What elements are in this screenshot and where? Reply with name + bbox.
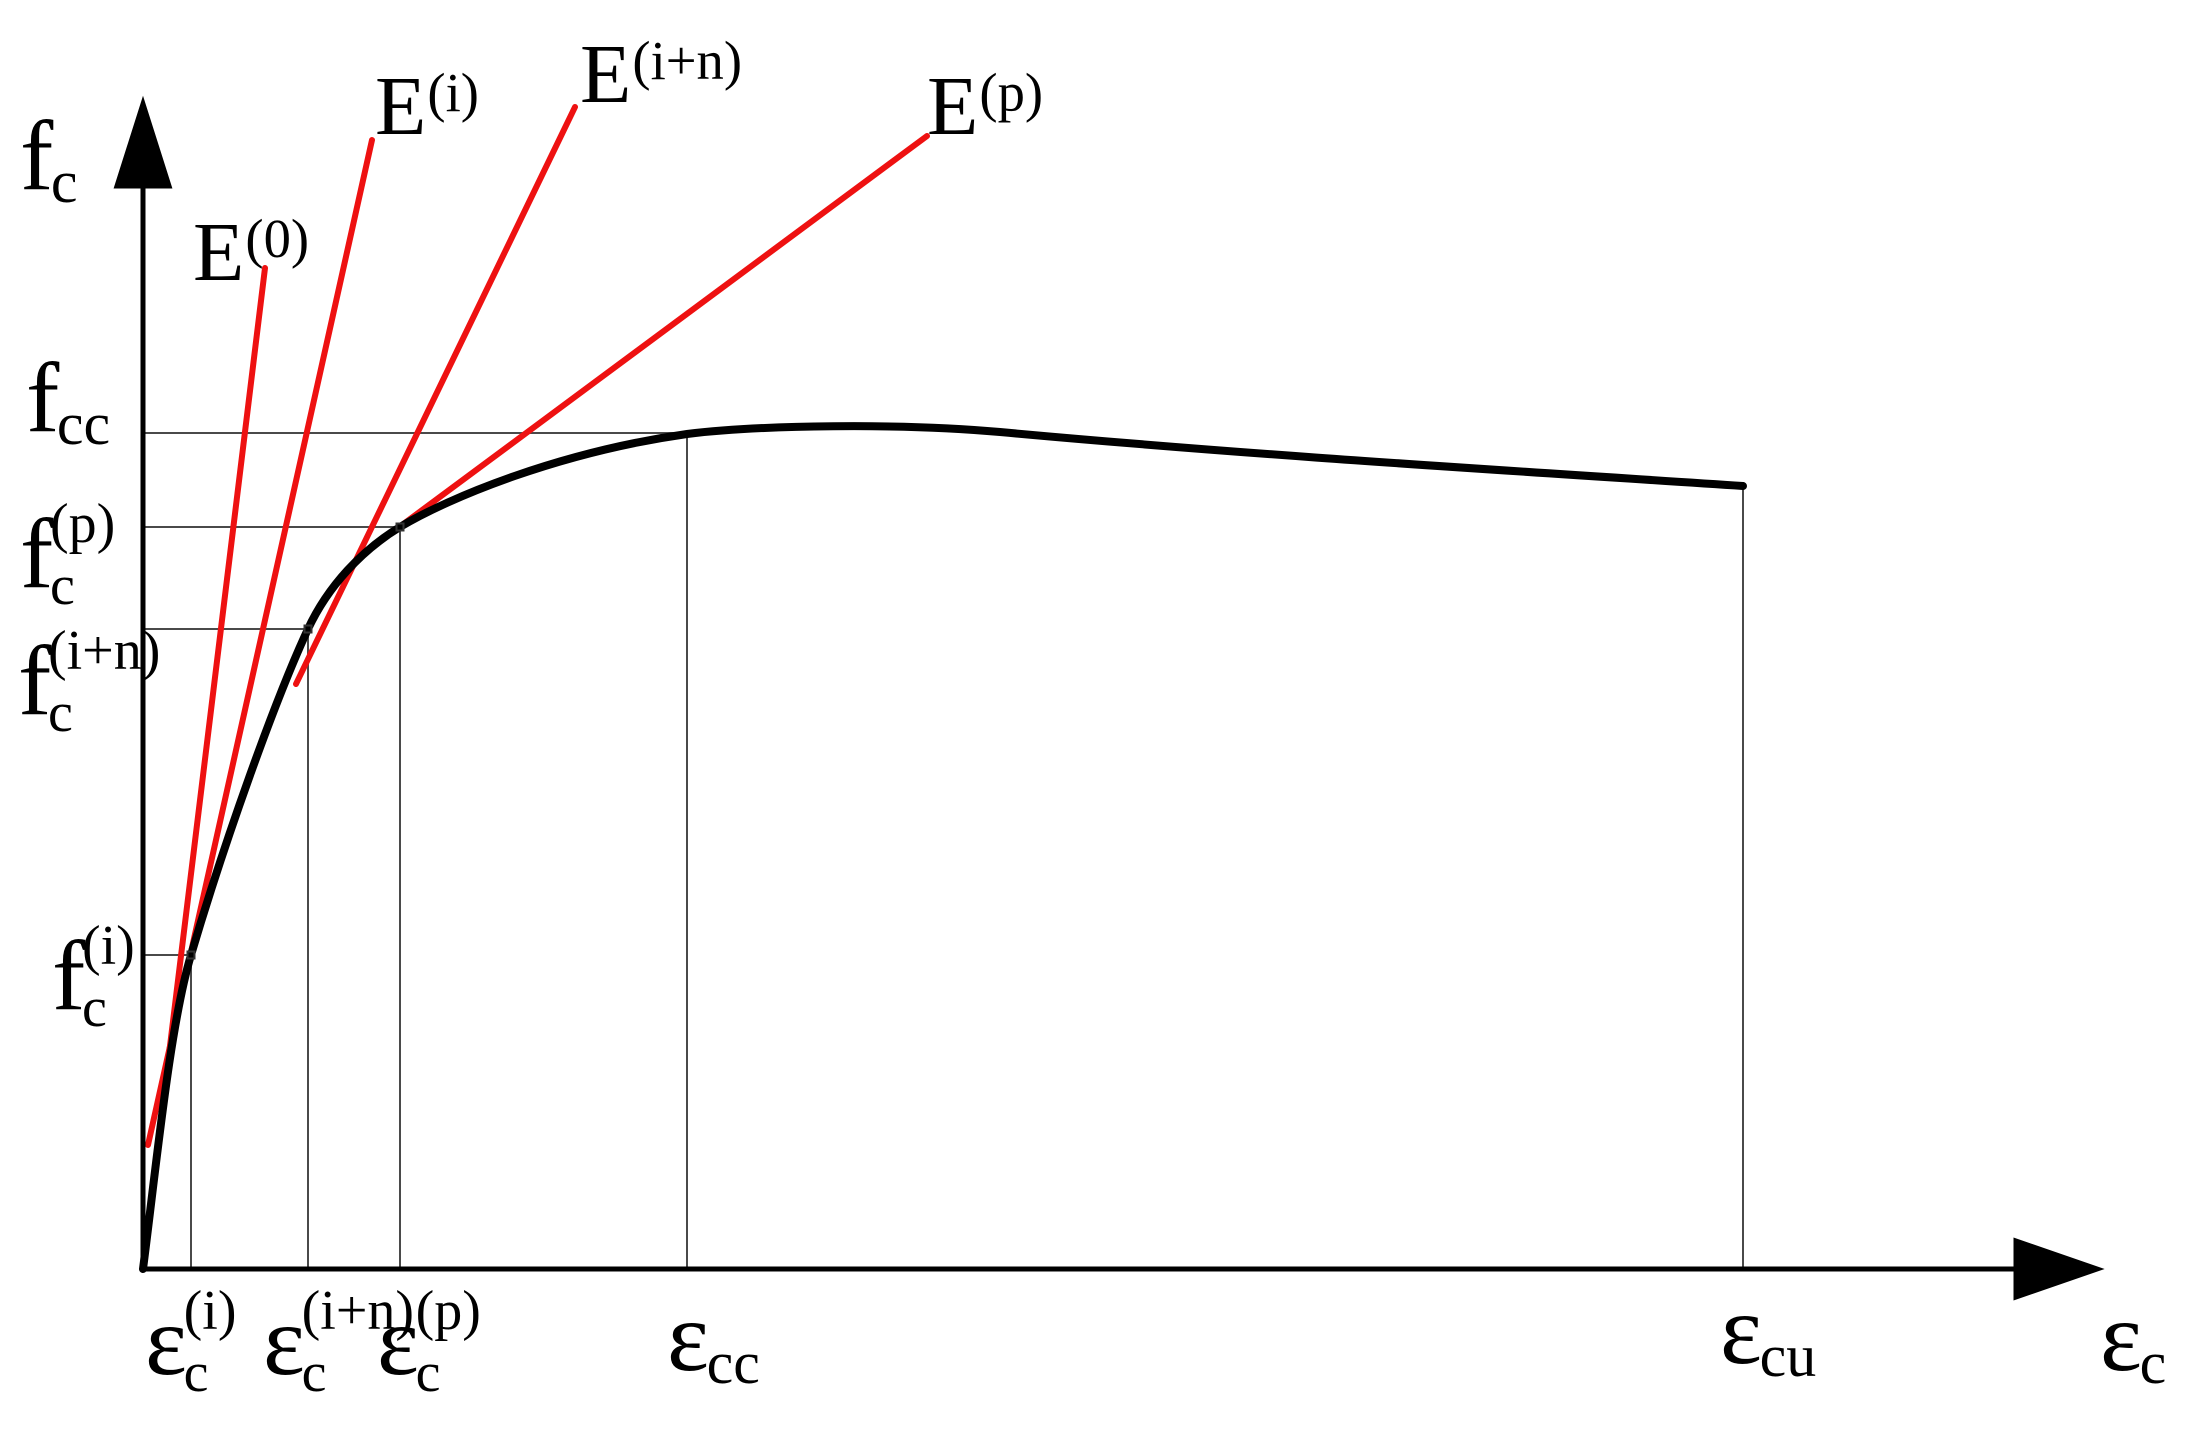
modulus-label-e0: E(0) — [193, 206, 310, 299]
stress-strain-curve — [139, 422, 1747, 1273]
marker-point-i — [186, 950, 196, 960]
x-value-ecp: ε (p) c — [377, 1280, 481, 1404]
marker-point-in — [303, 624, 313, 634]
y-value-fcin: f (i+n) c — [18, 620, 161, 744]
modulus-label-ein: E(i+n) — [580, 28, 743, 121]
modulus-label-ep: E(p) — [927, 60, 1044, 153]
x-axis-arrowhead — [2013, 1237, 2105, 1301]
modulus-label-ei: E(i) — [375, 60, 479, 153]
modulus-line-ein — [293, 104, 578, 687]
y-value-fcp: f (p) c — [20, 493, 116, 617]
modulus-line-ep — [372, 133, 930, 548]
y-value-fci: f (i) c — [52, 915, 135, 1039]
marker-point-p — [395, 522, 405, 532]
y-axis-arrowhead — [113, 95, 173, 189]
x-value-ecc: εcc — [667, 1281, 760, 1397]
x-value-eci: ε (i) c — [145, 1280, 237, 1404]
y-value-fcc: fcc — [26, 342, 111, 458]
x-value-ecu: εcu — [1720, 1274, 1817, 1390]
x-value-ecin: ε (i+n) c — [263, 1280, 415, 1404]
x-axis-label: εc — [2100, 1281, 2167, 1397]
y-axis-label: fc — [20, 100, 78, 216]
